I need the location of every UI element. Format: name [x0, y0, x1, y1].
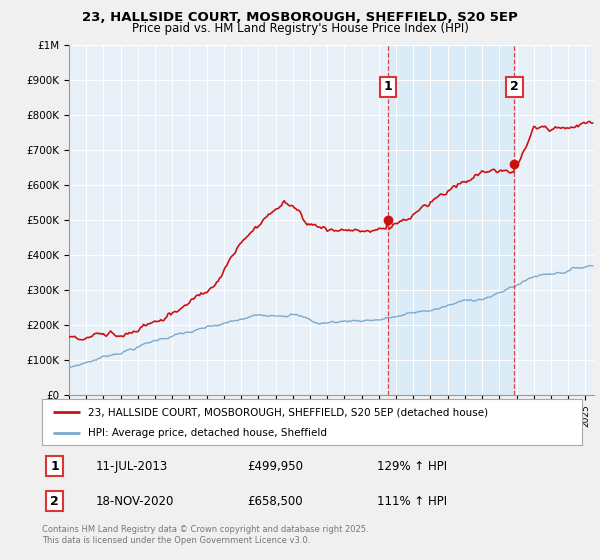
- Text: 23, HALLSIDE COURT, MOSBOROUGH, SHEFFIELD, S20 5EP: 23, HALLSIDE COURT, MOSBOROUGH, SHEFFIEL…: [82, 11, 518, 24]
- Text: 1: 1: [383, 80, 392, 94]
- Text: £499,950: £499,950: [247, 460, 303, 473]
- Text: 2: 2: [510, 80, 519, 94]
- Text: 129% ↑ HPI: 129% ↑ HPI: [377, 460, 447, 473]
- Text: 111% ↑ HPI: 111% ↑ HPI: [377, 494, 447, 508]
- Text: 23, HALLSIDE COURT, MOSBOROUGH, SHEFFIELD, S20 5EP (detached house): 23, HALLSIDE COURT, MOSBOROUGH, SHEFFIEL…: [88, 407, 488, 417]
- Text: 18-NOV-2020: 18-NOV-2020: [96, 494, 175, 508]
- Text: HPI: Average price, detached house, Sheffield: HPI: Average price, detached house, Shef…: [88, 428, 327, 438]
- Text: Price paid vs. HM Land Registry's House Price Index (HPI): Price paid vs. HM Land Registry's House …: [131, 22, 469, 35]
- Text: 1: 1: [50, 460, 59, 473]
- Bar: [388, 45, 514, 395]
- Text: £658,500: £658,500: [247, 494, 303, 508]
- Text: 2: 2: [50, 494, 59, 508]
- Text: Contains HM Land Registry data © Crown copyright and database right 2025.
This d: Contains HM Land Registry data © Crown c…: [42, 525, 368, 545]
- Text: 11-JUL-2013: 11-JUL-2013: [96, 460, 168, 473]
